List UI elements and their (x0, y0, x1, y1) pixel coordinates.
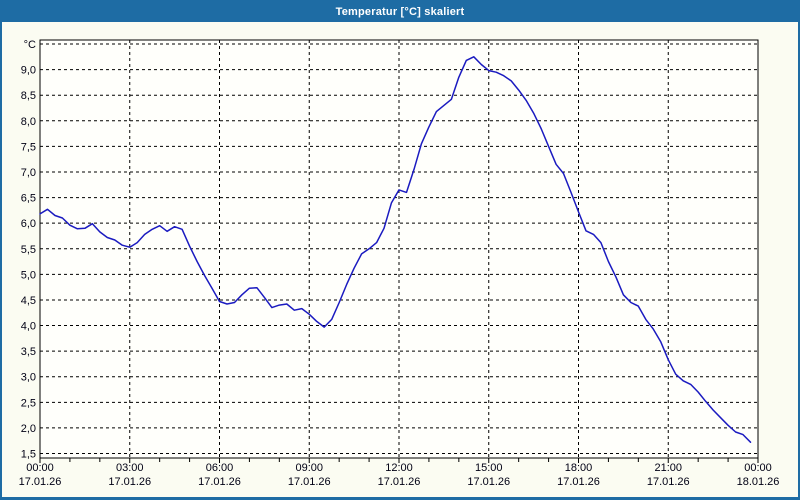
y-tick-label: 6,5 (21, 193, 36, 205)
x-tick-time-label: 06:00 (206, 462, 234, 474)
x-tick-date-label: 17.01.26 (647, 476, 690, 488)
y-tick-label: 2,5 (21, 397, 36, 409)
y-tick-label: 4,0 (21, 321, 36, 333)
y-tick-label: 1,5 (21, 449, 36, 461)
x-tick-date-label: 17.01.26 (19, 476, 62, 488)
x-tick-date-label: 18.01.26 (737, 476, 780, 488)
x-tick-date-label: 17.01.26 (378, 476, 421, 488)
x-tick-date-label: 17.01.26 (198, 476, 241, 488)
x-tick-time-label: 21:00 (654, 462, 682, 474)
y-tick-label: 5,0 (21, 269, 36, 281)
y-tick-label: 3,5 (21, 346, 36, 358)
y-tick-label: 7,0 (21, 167, 36, 179)
y-tick-label: 7,5 (21, 141, 36, 153)
x-tick-time-label: 00:00 (26, 462, 54, 474)
y-tick-label: 4,5 (21, 295, 36, 307)
x-tick-time-label: 00:00 (744, 462, 772, 474)
temperature-chart: °C 9,0 8,5 8,0 7,5 7,0 6,5 6,0 5,5 5,0 4,5 4,0 3,5 3,… (19, 39, 780, 488)
x-tick-time-label: 12:00 (385, 462, 413, 474)
x-tick-date-label: 17.01.26 (288, 476, 331, 488)
y-tick-label: 3,0 (21, 372, 36, 384)
y-tick-label: 8,5 (21, 90, 36, 102)
y-tick-label: 9,0 (21, 65, 36, 77)
y-axis-unit-label: °C (24, 39, 36, 51)
x-tick-time-label: 03:00 (116, 462, 144, 474)
x-tick-date-label: 17.01.26 (467, 476, 510, 488)
x-tick-time-label: 15:00 (475, 462, 503, 474)
y-tick-label: 6,0 (21, 218, 36, 230)
y-tick-label: 5,5 (21, 244, 36, 256)
window-title: Temperatur [°C] skaliert (335, 6, 465, 18)
temperature-line (39, 56, 752, 443)
x-tick-time-label: 09:00 (295, 462, 323, 474)
y-tick-label: 2,0 (21, 423, 36, 435)
y-tick-label: 8,0 (21, 116, 36, 128)
window-titlebar[interactable]: Temperatur [°C] skaliert (2, 2, 798, 22)
chart-area: °C 9,0 8,5 8,0 7,5 7,0 6,5 6,0 5,5 5,0 4,5 4,0 3,5 3,… (2, 22, 798, 497)
x-tick-time-label: 18:00 (565, 462, 593, 474)
x-tick-date-label: 17.01.26 (557, 476, 600, 488)
x-tick-date-label: 17.01.26 (108, 476, 151, 488)
